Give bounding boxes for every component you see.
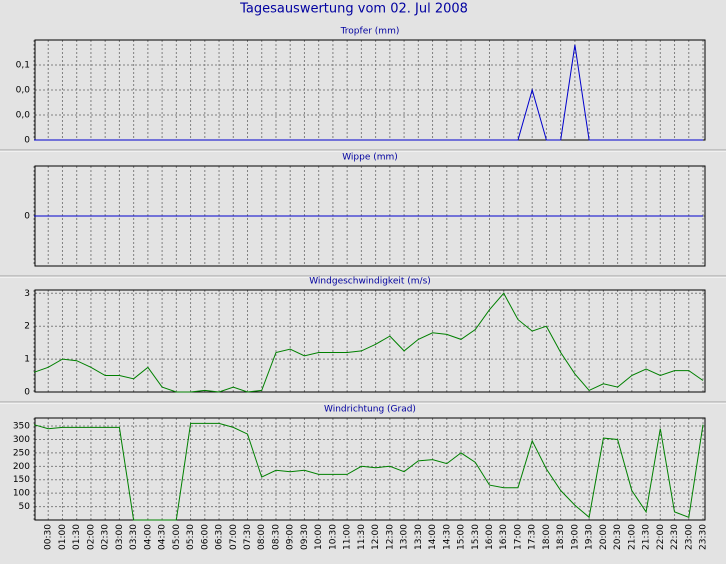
data-line <box>33 422 704 521</box>
x-tick-label: 11:00 <box>343 524 353 550</box>
x-tick-label: 12:00 <box>371 524 381 550</box>
x-tick-label: 14:00 <box>428 524 438 550</box>
x-tick-label: 23:00 <box>684 524 694 550</box>
y-tick-label: 250 <box>13 448 30 458</box>
page-title: Tagesauswertung vom 02. Jul 2008 <box>239 2 468 17</box>
data-line <box>33 292 704 393</box>
y-tick-label: 0,0 <box>16 111 31 121</box>
x-tick-label: 19:00 <box>570 524 580 550</box>
y-tick-label: 0 <box>24 212 30 222</box>
x-tick-label: 16:00 <box>485 524 495 550</box>
x-tick-label: 06:00 <box>200 524 210 550</box>
y-tick-label: 0 <box>24 388 30 398</box>
y-tick-label: 50 <box>19 502 31 512</box>
x-tick-label: 06:30 <box>215 524 225 550</box>
x-tick-label: 22:30 <box>670 524 680 550</box>
x-tick-label: 15:00 <box>457 524 467 550</box>
y-tick-label: 0,1 <box>16 61 30 71</box>
x-tick-label: 01:00 <box>58 524 68 550</box>
x-tick-label: 15:30 <box>471 524 481 550</box>
x-tick-label: 20:30 <box>613 524 623 550</box>
x-tick-label: 23:30 <box>699 524 709 550</box>
x-tick-label: 09:30 <box>300 524 310 550</box>
x-tick-label: 07:00 <box>229 524 239 550</box>
x-tick-label: 08:00 <box>257 524 267 550</box>
y-tick-label: 0,0 <box>16 86 31 96</box>
y-tick-label: 150 <box>13 475 30 485</box>
y-tick-label: 1 <box>24 355 30 365</box>
x-tick-label: 02:00 <box>86 524 96 550</box>
x-tick-label: 10:30 <box>328 524 338 550</box>
x-tick-label: 13:00 <box>400 524 410 550</box>
x-tick-label: 16:30 <box>499 524 509 550</box>
x-tick-label: 19:30 <box>585 524 595 550</box>
y-tick-label: 100 <box>13 489 30 499</box>
x-tick-label: 21:00 <box>627 524 637 550</box>
y-tick-label: 2 <box>24 322 30 332</box>
panel-title: Tropfer (mm) <box>340 27 400 37</box>
x-tick-label: 05:00 <box>172 524 182 550</box>
x-tick-label: 22:00 <box>656 524 666 550</box>
x-tick-label: 13:30 <box>414 524 424 550</box>
x-tick-label: 17:30 <box>528 524 538 550</box>
y-tick-label: 200 <box>13 462 30 472</box>
y-tick-label: 300 <box>13 435 30 445</box>
x-tick-label: 10:00 <box>314 524 324 550</box>
x-tick-label: 08:30 <box>271 524 281 550</box>
y-tick-label: 350 <box>13 422 30 432</box>
x-tick-label: 07:30 <box>243 524 253 550</box>
x-tick-label: 09:00 <box>286 524 296 550</box>
x-tick-label: 04:30 <box>158 524 168 550</box>
x-tick-label: 18:30 <box>556 524 566 550</box>
x-tick-label: 21:30 <box>642 524 652 550</box>
x-tick-label: 14:30 <box>442 524 452 550</box>
x-tick-label: 03:30 <box>129 524 139 550</box>
data-line <box>34 44 703 141</box>
x-tick-label: 05:30 <box>186 524 196 550</box>
plot-frame <box>34 417 706 521</box>
plot-frame <box>34 289 706 393</box>
x-tick-label: 11:30 <box>357 524 367 550</box>
x-tick-label: 00:30 <box>44 524 54 550</box>
x-tick-label: 20:00 <box>599 524 609 550</box>
x-tick-label: 01:30 <box>72 524 82 550</box>
panel-title: Wippe (mm) <box>342 153 398 163</box>
x-tick-label: 12:30 <box>385 524 395 550</box>
panel-title: Windgeschwindigkeit (m/s) <box>309 277 431 287</box>
x-tick-label: 17:00 <box>513 524 523 550</box>
y-tick-label: 0 <box>24 136 30 146</box>
y-tick-label: 3 <box>24 289 30 299</box>
x-tick-label: 04:00 <box>143 524 153 550</box>
x-tick-label: 02:30 <box>101 524 111 550</box>
x-tick-label: 18:00 <box>542 524 552 550</box>
panel-title: Windrichtung (Grad) <box>324 405 416 415</box>
x-tick-label: 03:00 <box>115 524 125 550</box>
